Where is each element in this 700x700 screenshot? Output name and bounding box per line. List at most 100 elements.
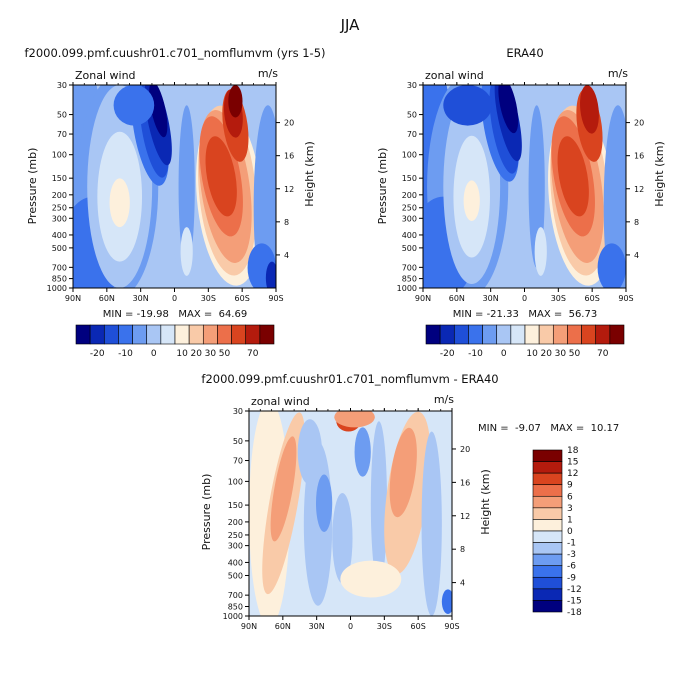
- color-bar-swatch: [468, 324, 483, 345]
- units-label: m/s: [608, 67, 628, 80]
- contour-region: [178, 105, 195, 268]
- color-bar-swatch: [609, 324, 625, 345]
- y-tick-label: 100: [52, 151, 67, 160]
- color-bar-label: 1: [567, 515, 573, 525]
- color-bar-label: -6: [567, 562, 576, 572]
- color-bar-swatch: [532, 507, 563, 520]
- min-max-stats: MIN = -19.98 MAX = 64.69: [103, 309, 247, 320]
- panel-title: f2000.099.pmf.cuushr01.c701_nomflumvm - …: [201, 372, 498, 386]
- color-bar-label: 50: [569, 349, 581, 359]
- contour-region: [580, 85, 599, 134]
- x-tick-label: 60S: [411, 622, 426, 631]
- color-bar-swatch: [567, 324, 582, 345]
- y-tick-label: 250: [402, 204, 417, 213]
- axes: 90N 60N 30N 0 30S 60S 90S 30 50 70 100 150 200 250300…: [397, 81, 645, 303]
- units-label: m/s: [258, 67, 278, 80]
- y-right-tick-label: 16: [284, 152, 294, 161]
- y-tick-label: 850: [52, 275, 67, 284]
- color-bar-swatch: [439, 324, 455, 345]
- color-bar-label: 30: [555, 349, 567, 359]
- y-axis-label: Pressure (mb): [26, 148, 39, 225]
- color-bar-label: -10: [468, 349, 483, 359]
- color-bar-label: 0: [501, 349, 507, 359]
- contour-plot: [249, 411, 452, 616]
- y-right-tick-label: 20: [284, 119, 294, 128]
- y-tick-label: 1000: [397, 284, 417, 293]
- color-bar-label: 15: [567, 458, 578, 468]
- y-tick-label: 850: [228, 602, 243, 611]
- color-bar-label: 10: [176, 349, 188, 359]
- contour-region: [332, 492, 353, 584]
- color-bar-label: -12: [567, 585, 582, 595]
- color-bar-swatch: [89, 324, 105, 345]
- color-bar-label: 10: [526, 349, 538, 359]
- y-tick-label: 300: [52, 214, 67, 223]
- y-right-tick-label: 12: [284, 185, 294, 194]
- y-axis-label: Pressure (mb): [376, 148, 389, 225]
- color-bar-label: -1: [567, 539, 576, 549]
- y-tick-label: 700: [402, 263, 417, 272]
- color-bar-label: 50: [219, 349, 231, 359]
- contour-region: [340, 560, 402, 598]
- color-bar-swatch: [532, 542, 563, 555]
- color-bar: -20 -10 0 10 20 30 50 70: [425, 324, 625, 359]
- contour-region: [265, 261, 276, 288]
- x-tick-label: 90S: [444, 622, 459, 631]
- panel-difference: f2000.099.pmf.cuushr01.c701_nomflumvm - …: [200, 372, 619, 631]
- contour-region: [441, 589, 452, 614]
- contour-region: [205, 136, 237, 217]
- color-bar-label: -9: [567, 573, 576, 583]
- contour-region: [228, 85, 243, 118]
- contour-region: [370, 421, 388, 586]
- y-right-tick-label: 12: [460, 512, 470, 521]
- color-bar-swatch: [532, 449, 563, 462]
- color-bar: -20 -10 0 10 20 30 50 70: [75, 324, 275, 359]
- x-tick-label: 30S: [201, 294, 216, 303]
- y-tick-label: 500: [402, 244, 417, 253]
- contour-region: [113, 85, 155, 126]
- color-bar-swatch: [538, 324, 554, 345]
- color-bar-swatch: [532, 484, 563, 497]
- color-bar-swatch: [118, 324, 133, 345]
- y-tick-label: 400: [402, 231, 417, 240]
- color-bar-label: 0: [151, 349, 157, 359]
- color-bar-swatch: [217, 324, 232, 345]
- color-bar-swatch: [482, 324, 498, 345]
- min-max-stats: MIN = -9.07 MAX = 10.17: [478, 423, 619, 434]
- x-tick-label: 30N: [309, 622, 325, 631]
- color-bar-label: 20: [540, 349, 552, 359]
- color-bar-label: 70: [247, 349, 259, 359]
- y-axis-label: Pressure (mb): [200, 474, 213, 551]
- y-tick-label: 300: [402, 214, 417, 223]
- y-right-tick-label: 4: [460, 579, 465, 588]
- color-bar-swatch: [581, 324, 597, 345]
- x-tick-label: 30N: [483, 294, 499, 303]
- y-tick-label: 150: [402, 174, 417, 183]
- y-right-tick-label: 8: [634, 218, 639, 227]
- y-tick-label: 30: [57, 81, 67, 90]
- color-bar-swatch: [552, 324, 568, 345]
- color-bar-swatch: [132, 324, 148, 345]
- color-bar-label: 9: [567, 481, 573, 491]
- contour-region: [421, 431, 442, 616]
- color-bar-label: -10: [118, 349, 133, 359]
- x-tick-label: 0: [522, 294, 527, 303]
- x-tick-label: 90N: [415, 294, 431, 303]
- y-tick-label: 850: [402, 275, 417, 284]
- y-tick-label: 50: [407, 111, 417, 120]
- field-label: Zonal wind: [75, 69, 136, 82]
- y-right-tick-label: 8: [284, 218, 289, 227]
- y-right-tick-label: 8: [460, 545, 465, 554]
- y-tick-label: 200: [228, 518, 243, 527]
- y-right-axis-label: Height (km): [653, 141, 666, 207]
- color-bar-label: -20: [440, 349, 455, 359]
- color-bar-swatch: [532, 461, 563, 474]
- color-bar-swatch: [510, 324, 526, 345]
- y-tick-label: 150: [228, 501, 243, 510]
- contour-region: [443, 85, 493, 126]
- contour-plot: [73, 85, 276, 288]
- x-tick-label: 60N: [275, 622, 291, 631]
- y-right-tick-label: 4: [634, 251, 639, 260]
